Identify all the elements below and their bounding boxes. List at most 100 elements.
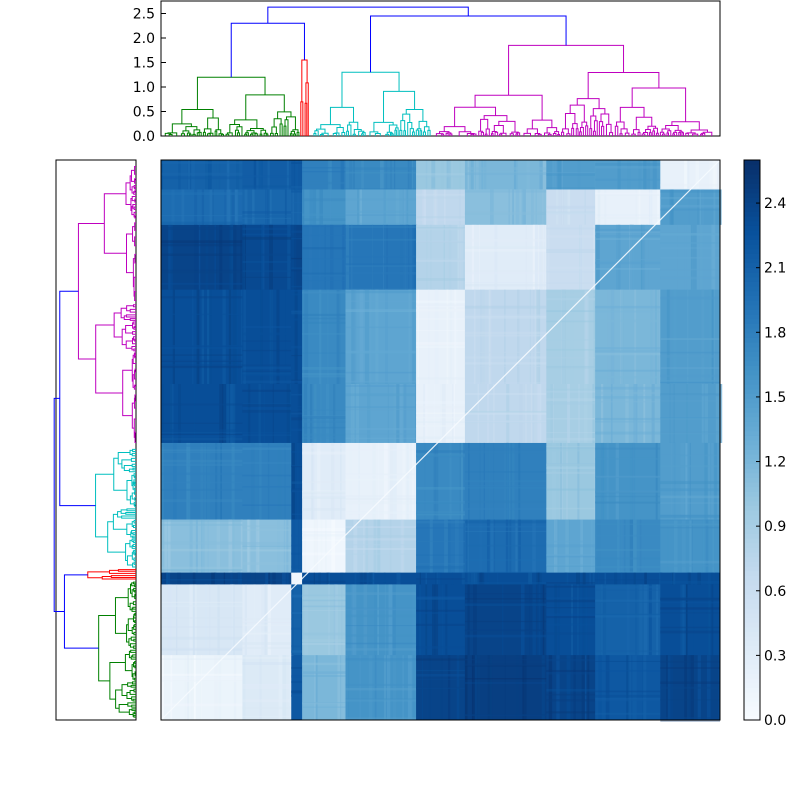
colorbar-segment bbox=[744, 361, 760, 366]
heatmap-stripe bbox=[161, 176, 242, 179]
heatmap-stripe bbox=[271, 290, 272, 384]
heatmap-stripe bbox=[586, 655, 589, 720]
heatmap-cell bbox=[302, 520, 346, 573]
heatmap-stripe bbox=[346, 544, 417, 545]
heatmap-stripe bbox=[302, 314, 345, 316]
heatmap-stripe bbox=[521, 189, 522, 224]
heatmap-stripe bbox=[346, 607, 417, 609]
heatmap-stripe bbox=[247, 573, 251, 585]
heatmap-stripe bbox=[595, 448, 660, 450]
dendrogram-link bbox=[565, 113, 574, 128]
heatmap-stripe bbox=[546, 251, 595, 253]
colorbar-segment bbox=[744, 351, 760, 356]
heatmap-stripe bbox=[375, 655, 377, 720]
heatmap-stripe bbox=[494, 225, 497, 290]
colorbar-segment bbox=[744, 599, 760, 604]
dendrogram-link bbox=[590, 129, 592, 136]
dendrogram-link bbox=[132, 453, 136, 455]
heatmap-stripe bbox=[242, 707, 291, 709]
heatmap-stripe bbox=[284, 443, 286, 520]
heatmap-stripe bbox=[656, 584, 658, 655]
heatmap-stripe bbox=[546, 310, 595, 312]
heatmap-stripe bbox=[412, 443, 414, 520]
heatmap-stripe bbox=[416, 687, 465, 689]
heatmap-stripe bbox=[161, 361, 242, 362]
heatmap-stripe bbox=[242, 215, 291, 217]
heatmap-stripe bbox=[230, 225, 232, 290]
heatmap-stripe bbox=[595, 432, 660, 435]
heatmap-stripe bbox=[546, 366, 595, 368]
heatmap-stripe bbox=[190, 520, 193, 573]
heatmap-stripe bbox=[242, 277, 291, 278]
heatmap-stripe bbox=[302, 491, 345, 493]
heatmap-stripe bbox=[302, 702, 345, 703]
heatmap-stripe bbox=[346, 172, 417, 174]
dendrogram-link bbox=[444, 127, 465, 132]
heatmap-stripe bbox=[416, 514, 465, 515]
heatmap-stripe bbox=[597, 573, 599, 585]
heatmap-stripe bbox=[309, 225, 312, 290]
heatmap-stripe bbox=[526, 584, 529, 655]
heatmap-stripe bbox=[546, 249, 595, 251]
heatmap-stripe bbox=[546, 689, 595, 692]
heatmap-stripe bbox=[207, 443, 211, 520]
heatmap-stripe bbox=[161, 443, 164, 520]
heatmap-stripe bbox=[161, 434, 242, 435]
heatmap-stripe bbox=[465, 678, 546, 679]
dendrogram-link bbox=[99, 616, 116, 681]
heatmap-stripe bbox=[416, 260, 465, 262]
colorbar-segment bbox=[744, 160, 760, 165]
heatmap-stripe bbox=[302, 437, 345, 439]
dendrogram-link bbox=[370, 132, 378, 136]
heatmap-stripe bbox=[660, 433, 720, 434]
dendrogram-link bbox=[403, 114, 410, 122]
heatmap-stripe bbox=[242, 410, 291, 413]
heatmap-stripe bbox=[603, 584, 606, 655]
heatmap-stripe bbox=[546, 616, 595, 618]
heatmap-stripe bbox=[233, 584, 235, 655]
heatmap-stripe bbox=[546, 402, 595, 405]
colorbar-segment bbox=[744, 263, 760, 268]
heatmap-stripe bbox=[260, 290, 263, 384]
heatmap-stripe bbox=[546, 711, 595, 713]
heatmap-stripe bbox=[364, 584, 368, 655]
dendrogram-link bbox=[130, 691, 136, 695]
heatmap-stripe bbox=[242, 657, 291, 659]
dendrogram-link bbox=[130, 309, 136, 312]
heatmap-stripe bbox=[291, 202, 302, 203]
dendrogram-link bbox=[132, 709, 136, 711]
heatmap-stripe bbox=[302, 275, 345, 277]
heatmap-stripe bbox=[291, 371, 302, 372]
heatmap-cell bbox=[465, 189, 547, 225]
heatmap-stripe bbox=[291, 355, 302, 356]
heatmap-stripe bbox=[416, 318, 465, 320]
heatmap-stripe bbox=[595, 396, 660, 399]
heatmap-stripe bbox=[669, 290, 670, 384]
colorbar-segment bbox=[744, 664, 760, 669]
heatmap-stripe bbox=[251, 443, 254, 520]
heatmap-stripe bbox=[465, 239, 546, 242]
colorbar-segment bbox=[744, 613, 760, 618]
heatmap-stripe bbox=[302, 671, 345, 673]
colorbar-segment bbox=[744, 389, 760, 394]
heatmap-stripe bbox=[161, 674, 242, 676]
colorbar-segment bbox=[744, 305, 760, 310]
colorbar-segment bbox=[744, 319, 760, 324]
colorbar-segment bbox=[744, 337, 760, 342]
heatmap-stripe bbox=[242, 254, 291, 256]
heatmap-stripe bbox=[660, 599, 720, 601]
heatmap-stripe bbox=[595, 713, 660, 715]
heatmap-stripe bbox=[346, 615, 417, 618]
dendrogram-link bbox=[108, 522, 126, 552]
heatmap-stripe bbox=[595, 476, 660, 478]
heatmap-stripe bbox=[465, 602, 546, 604]
heatmap-stripe bbox=[285, 290, 286, 384]
heatmap-stripe bbox=[291, 412, 302, 413]
colorbar-segment bbox=[744, 673, 760, 678]
heatmap-stripe bbox=[660, 233, 720, 235]
heatmap-stripe bbox=[416, 417, 465, 419]
heatmap-stripe bbox=[161, 314, 242, 315]
heatmap-stripe bbox=[595, 491, 660, 493]
heatmap-stripe bbox=[302, 322, 345, 324]
heatmap-stripe bbox=[546, 290, 595, 291]
